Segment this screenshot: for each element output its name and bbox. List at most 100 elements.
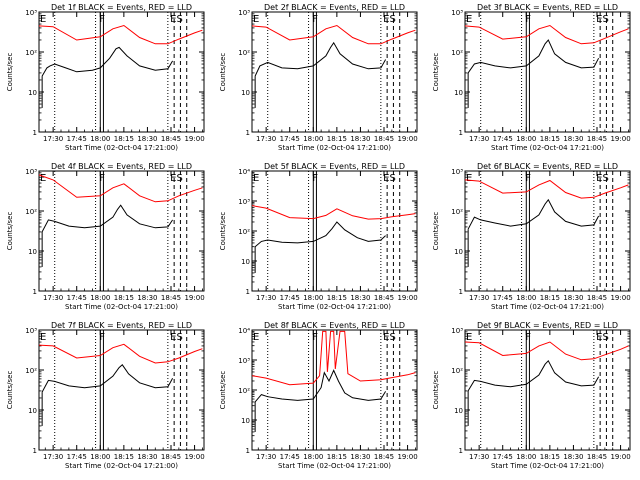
y-tick-label: 10²	[238, 49, 250, 57]
x-tick-label: 18:15	[327, 135, 347, 143]
events-series-line	[254, 369, 387, 403]
events-series-line	[254, 221, 386, 248]
panel-title: Det 4f BLACK = Events, RED = LLD	[51, 162, 192, 171]
y-tick-label: 10	[454, 248, 463, 256]
detector-panel-4: Det 4f BLACK = Events, RED = LLD 1 10 10² 10…	[6, 162, 205, 311]
x-axis-label: Start Time (02-Oct-04 17:21:00)	[491, 303, 604, 311]
x-tick-label: 18:30	[137, 294, 157, 302]
x-tick-label: 18:00	[303, 453, 323, 461]
x-tick-label: 18:45	[161, 135, 181, 143]
x-axis-label: Start Time (02-Oct-04 17:21:00)	[65, 303, 178, 311]
x-tick-label: 18:15	[540, 453, 560, 461]
y-axis-label: Counts/sec	[432, 53, 440, 92]
events-series-line	[467, 198, 600, 230]
x-tick-label: 18:00	[303, 294, 323, 302]
plot-frame	[251, 11, 418, 133]
marker-label-e: E	[253, 332, 259, 343]
lld-series-line	[251, 205, 416, 220]
marker-label-es: ES	[383, 332, 396, 343]
panel-title: Det 3f BLACK = Events, RED = LLD	[477, 3, 618, 12]
detector-panel-2: Det 2f BLACK = Events, RED = LLD 1 10 10² 10…	[219, 3, 418, 152]
x-tick-label: 18:15	[540, 294, 560, 302]
marker-label-es: ES	[596, 173, 609, 184]
x-tick-label: 18:15	[540, 135, 560, 143]
plot-frame	[38, 170, 205, 292]
x-axis-label: Start Time (02-Oct-04 17:21:00)	[278, 462, 391, 470]
y-tick-label: 10²	[238, 387, 250, 395]
marker-label-es: ES	[170, 173, 183, 184]
marker-label-e: E	[40, 332, 46, 343]
y-tick-label: 1	[33, 447, 37, 455]
marker-label-f: F	[312, 332, 318, 343]
marker-label-es: ES	[170, 14, 183, 25]
marker-label-e: E	[466, 332, 472, 343]
marker-label-e: E	[466, 14, 472, 25]
x-tick-label: 18:15	[114, 453, 134, 461]
y-tick-label: 1	[246, 129, 250, 137]
plot-frame	[38, 329, 205, 451]
marker-label-f: F	[525, 173, 531, 184]
detector-panel-7: Det 7f BLACK = Events, RED = LLD 1 10 10² 10…	[6, 321, 205, 470]
panel-title: Det 5f BLACK = Events, RED = LLD	[264, 162, 405, 171]
x-tick-label: 17:45	[67, 294, 87, 302]
x-tick-label: 17:45	[67, 135, 87, 143]
x-tick-label: 18:00	[90, 453, 110, 461]
x-tick-label: 19:00	[397, 453, 417, 461]
lld-series-line	[464, 179, 629, 199]
panel-title: Det 9f BLACK = Events, RED = LLD	[477, 321, 618, 330]
x-axis-label: Start Time (02-Oct-04 17:21:00)	[278, 144, 391, 152]
x-tick-label: 17:30	[256, 453, 276, 461]
marker-label-f: F	[99, 173, 105, 184]
y-axis-label: Counts/sec	[219, 371, 227, 410]
y-tick-label: 10³	[25, 327, 37, 335]
x-tick-label: 17:45	[493, 453, 513, 461]
x-tick-label: 18:00	[516, 135, 536, 143]
marker-label-f: F	[312, 173, 318, 184]
marker-label-f: F	[312, 14, 318, 25]
y-tick-label: 10	[241, 258, 250, 266]
x-tick-label: 18:30	[563, 453, 583, 461]
x-tick-label: 18:45	[374, 294, 394, 302]
detector-panel-3: Det 3f BLACK = Events, RED = LLD 1 10 10² 10…	[432, 3, 631, 152]
y-tick-label: 10	[454, 407, 463, 415]
x-tick-label: 18:45	[374, 135, 394, 143]
y-tick-label: 10²	[238, 228, 250, 236]
x-tick-label: 19:00	[610, 453, 630, 461]
y-tick-label: 1	[459, 129, 463, 137]
marker-label-es: ES	[596, 332, 609, 343]
marker-label-es: ES	[383, 173, 396, 184]
y-tick-label: 10³	[451, 168, 463, 176]
lld-series-line	[464, 341, 629, 361]
events-series-line	[467, 359, 600, 392]
x-tick-label: 18:45	[161, 453, 181, 461]
x-tick-label: 19:00	[397, 135, 417, 143]
y-axis-label: Counts/sec	[432, 371, 440, 410]
events-series-line	[41, 204, 174, 233]
plot-frame	[464, 11, 631, 133]
x-tick-label: 18:00	[303, 135, 323, 143]
x-tick-label: 18:00	[90, 294, 110, 302]
panel-title: Det 1f BLACK = Events, RED = LLD	[51, 3, 192, 12]
lld-series-line	[251, 330, 416, 386]
x-axis-label: Start Time (02-Oct-04 17:21:00)	[65, 462, 178, 470]
x-tick-label: 17:30	[469, 453, 489, 461]
marker-label-e: E	[40, 173, 46, 184]
y-tick-label: 10³	[25, 168, 37, 176]
x-tick-label: 19:00	[610, 135, 630, 143]
marker-label-es: ES	[170, 332, 183, 343]
panel-title: Det 8f BLACK = Events, RED = LLD	[264, 321, 405, 330]
x-axis-label: Start Time (02-Oct-04 17:21:00)	[65, 144, 178, 152]
events-series-line	[41, 46, 174, 77]
marker-label-e: E	[253, 173, 259, 184]
x-tick-label: 19:00	[397, 294, 417, 302]
y-tick-label: 10²	[25, 208, 37, 216]
detector-panel-5: Det 5f BLACK = Events, RED = LLD 1 10 10² 10…	[219, 162, 418, 311]
x-tick-label: 18:30	[350, 294, 370, 302]
x-tick-label: 18:30	[563, 294, 583, 302]
x-tick-label: 18:30	[350, 135, 370, 143]
marker-label-f: F	[99, 332, 105, 343]
y-tick-label: 10	[28, 89, 37, 97]
y-tick-label: 10	[28, 248, 37, 256]
x-tick-label: 17:45	[493, 135, 513, 143]
